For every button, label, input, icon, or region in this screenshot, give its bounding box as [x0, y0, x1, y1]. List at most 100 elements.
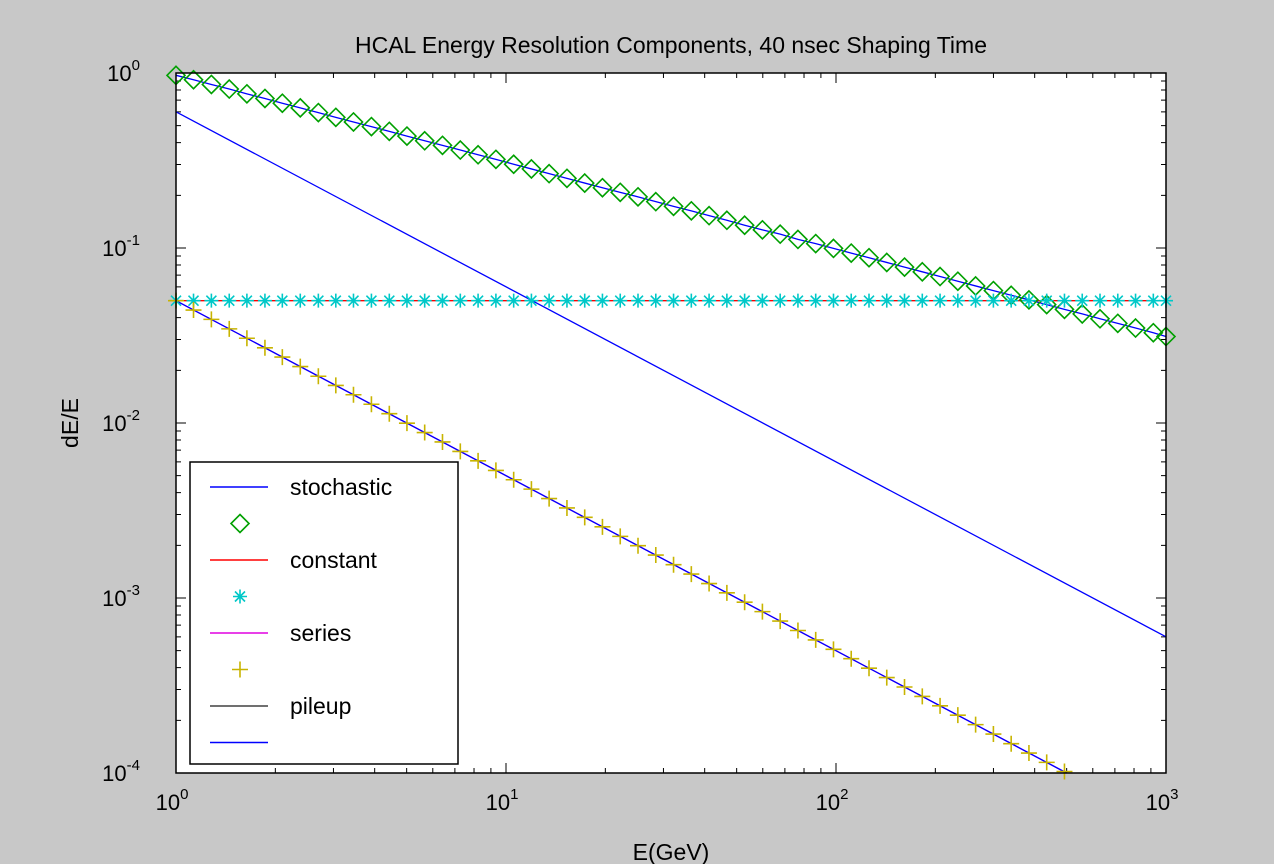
data-point	[968, 293, 983, 308]
data-point	[986, 293, 1001, 308]
data-point	[1036, 294, 1057, 315]
data-point	[648, 293, 663, 308]
data-point	[684, 293, 699, 308]
legend-swatch	[233, 589, 247, 604]
data-point	[346, 293, 361, 308]
data-point	[915, 293, 930, 308]
data-point	[254, 88, 276, 109]
data-point	[933, 293, 948, 308]
data-point	[876, 252, 897, 273]
legend-label: stochastic	[290, 474, 392, 500]
data-point	[503, 154, 524, 175]
data-point	[1021, 293, 1036, 308]
data-point	[256, 339, 273, 356]
data-point	[843, 650, 860, 667]
data-point	[574, 172, 595, 194]
data-point	[825, 641, 842, 658]
x-axis-label: E(GeV)	[633, 839, 710, 864]
data-point	[364, 293, 379, 308]
data-point	[1110, 293, 1125, 308]
data-point	[328, 293, 343, 308]
data-point	[896, 679, 913, 696]
data-point	[292, 358, 309, 375]
series-line	[175, 111, 1167, 638]
series-3	[169, 293, 1173, 308]
data-point	[450, 139, 471, 161]
data-point	[238, 330, 255, 347]
data-point	[506, 293, 521, 308]
legend-item: series	[210, 620, 351, 646]
data-point	[1146, 293, 1161, 308]
legend-swatch	[229, 513, 251, 534]
data-point	[790, 293, 805, 308]
data-point	[275, 293, 290, 308]
data-point	[471, 293, 486, 308]
data-point	[293, 293, 308, 308]
data-point	[736, 594, 753, 611]
data-point	[204, 293, 219, 308]
data-point	[862, 293, 877, 308]
data-point	[1128, 293, 1143, 308]
data-point	[1143, 322, 1164, 343]
data-point	[398, 415, 415, 432]
data-point	[805, 233, 826, 254]
data-point	[631, 293, 646, 308]
data-point	[327, 377, 344, 394]
series-0	[175, 111, 1167, 638]
data-point	[681, 200, 702, 221]
data-point	[610, 182, 631, 203]
data-point	[435, 293, 450, 308]
data-point	[627, 186, 649, 207]
data-point	[701, 575, 718, 592]
y-axis-label: dE/E	[57, 398, 83, 448]
legend-item	[229, 513, 251, 534]
data-point	[558, 499, 575, 516]
legend-item: constant	[210, 547, 378, 573]
data-point	[592, 177, 613, 198]
legend-item	[232, 661, 248, 678]
data-point	[702, 293, 717, 308]
data-point	[808, 293, 823, 308]
chart-title: HCAL Energy Resolution Components, 40 ns…	[355, 32, 987, 58]
data-point	[683, 566, 700, 583]
legend-item: stochastic	[210, 474, 392, 500]
data-point	[379, 121, 400, 142]
data-point	[595, 293, 610, 308]
data-point	[219, 78, 240, 100]
legend: stochastic constant series pileup	[189, 461, 459, 765]
data-point	[576, 509, 593, 526]
data-point	[311, 293, 326, 308]
series-connector	[175, 74, 1167, 338]
data-point	[523, 481, 540, 498]
data-point	[274, 349, 291, 366]
data-point	[524, 293, 539, 308]
data-point	[773, 293, 788, 308]
data-point	[186, 293, 201, 308]
data-point	[844, 293, 859, 308]
data-point	[1056, 763, 1073, 780]
data-point	[1004, 293, 1019, 308]
data-point	[770, 224, 791, 245]
data-point	[345, 386, 362, 403]
data-point	[663, 196, 684, 217]
data-point	[1089, 308, 1111, 329]
data-point	[1054, 299, 1075, 320]
data-point	[396, 125, 418, 147]
data-point	[416, 424, 433, 441]
data-point	[183, 69, 204, 90]
data-point	[308, 102, 329, 123]
data-point	[912, 261, 933, 282]
data-point	[361, 116, 382, 137]
data-point	[577, 293, 592, 308]
data-point	[755, 293, 770, 308]
plot-frame	[175, 72, 1167, 774]
data-point	[878, 669, 895, 686]
data-point	[399, 293, 414, 308]
data-point	[947, 271, 968, 292]
data-point	[325, 107, 346, 128]
data-point	[1038, 754, 1055, 771]
data-point	[556, 168, 578, 189]
data-point	[453, 293, 468, 308]
data-point	[434, 433, 451, 450]
data-point	[1057, 293, 1072, 308]
